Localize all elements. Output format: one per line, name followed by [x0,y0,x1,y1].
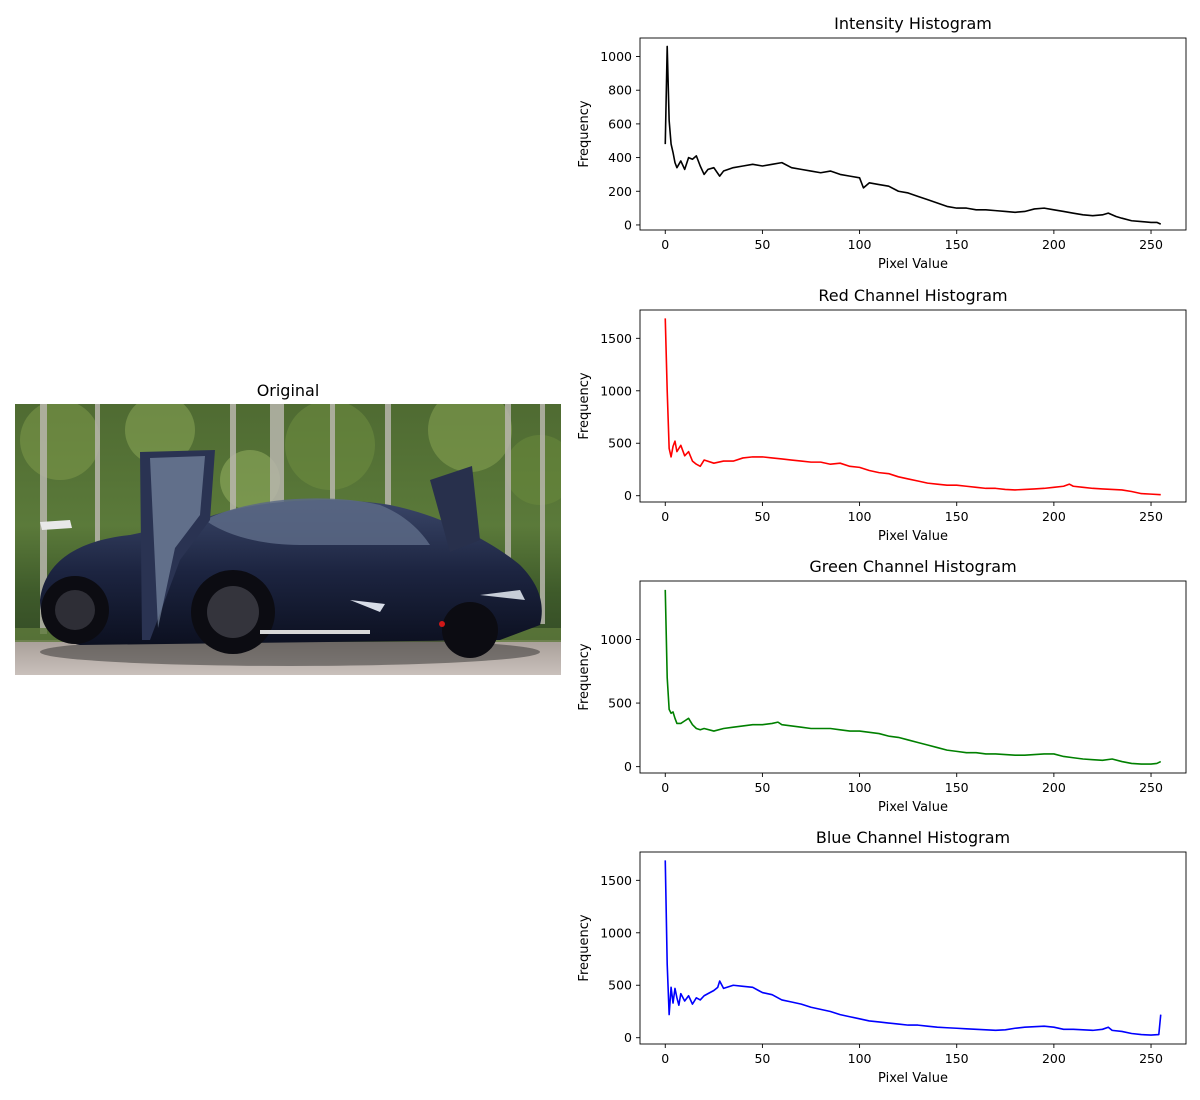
y-axis-label: Frequency [577,372,592,439]
y-tick-label: 1000 [600,632,632,647]
x-tick-label: 200 [1042,780,1066,795]
x-tick-label: 50 [754,780,770,795]
chart-title: Intensity Histogram [834,14,992,33]
image-panel: Original [15,381,561,675]
x-tick-label: 100 [848,1051,872,1066]
chart-title: Red Channel Histogram [818,286,1007,305]
x-axis-label: Pixel Value [878,800,948,815]
y-tick-label: 1500 [600,873,632,888]
series-line [664,318,1161,496]
y-tick-label: 0 [624,217,632,232]
chart-title: Blue Channel Histogram [816,828,1010,847]
image-title: Original [257,381,320,400]
x-tick-label: 150 [945,1051,969,1066]
y-tick-label: 1500 [600,331,632,346]
axes-frame [639,580,1187,774]
y-tick-label: 600 [608,116,632,131]
sports-car-photo [15,404,561,675]
axes-frame [639,37,1187,231]
axes-frame [639,309,1187,503]
x-tick-label: 0 [661,1051,669,1066]
x-tick-label: 150 [945,780,969,795]
histogram-charts: Intensity Histogram 0 50 100 150 200 250 0 200 40… [577,14,1187,1086]
y-tick-label: 0 [624,488,632,503]
x-tick-label: 50 [754,509,770,524]
x-tick-label: 100 [848,509,872,524]
y-axis-label: Frequency [577,914,592,981]
y-tick-label: 0 [624,759,632,774]
series-line [664,45,1162,225]
x-tick-label: 150 [945,509,969,524]
y-tick-label: 500 [608,696,632,711]
y-axis-label: Frequency [577,100,592,167]
histogram-red: Red Channel Histogram 0 50 100 150 200 250 0 500… [577,286,1187,544]
y-tick-label: 500 [608,436,632,451]
y-tick-label: 1000 [600,383,632,398]
x-tick-label: 0 [661,780,669,795]
x-tick-label: 100 [848,780,872,795]
y-axis-label: Frequency [577,643,592,710]
x-tick-label: 150 [945,237,969,252]
x-tick-label: 250 [1139,1051,1163,1066]
x-tick-label: 250 [1139,509,1163,524]
histogram-green: Green Channel Histogram 0 50 100 150 200 250 0 5… [577,557,1187,815]
x-tick-label: 200 [1042,237,1066,252]
y-tick-label: 1000 [600,925,632,940]
y-tick-label: 500 [608,978,632,993]
y-tick-label: 800 [608,83,632,98]
x-axis-label: Pixel Value [878,1071,948,1086]
x-tick-label: 250 [1139,780,1163,795]
x-tick-label: 250 [1139,237,1163,252]
histogram-intensity: Intensity Histogram 0 50 100 150 200 250 0 200 40… [577,14,1187,272]
y-tick-label: 200 [608,184,632,199]
x-tick-label: 0 [661,237,669,252]
x-tick-label: 50 [754,1051,770,1066]
axes-frame [639,851,1187,1045]
x-tick-label: 200 [1042,509,1066,524]
x-tick-label: 0 [661,509,669,524]
series-line [664,589,1162,765]
chart-title: Green Channel Histogram [809,557,1016,576]
x-axis-label: Pixel Value [878,257,948,272]
x-tick-label: 50 [754,237,770,252]
histogram-blue: Blue Channel Histogram 0 50 100 150 200 250 0 50… [577,828,1187,1086]
x-tick-label: 100 [848,237,872,252]
y-tick-label: 1000 [600,49,632,64]
series-line [664,860,1162,1036]
x-tick-label: 200 [1042,1051,1066,1066]
x-axis-label: Pixel Value [878,529,948,544]
y-tick-label: 400 [608,150,632,165]
y-tick-label: 0 [624,1030,632,1045]
